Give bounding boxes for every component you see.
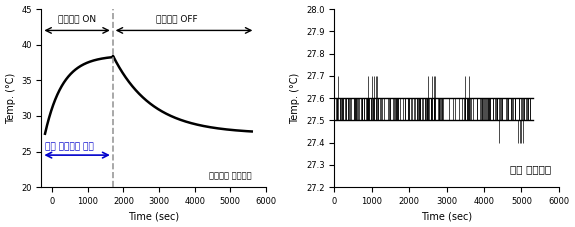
X-axis label: Time (sec): Time (sec) — [128, 211, 179, 222]
Y-axis label: Temp. (°C): Temp. (°C) — [6, 72, 16, 124]
Y-axis label: Temp. (°C): Temp. (°C) — [290, 72, 301, 124]
X-axis label: Time (sec): Time (sec) — [421, 211, 472, 222]
Text: 내부 중앙영역: 내부 중앙영역 — [510, 164, 551, 174]
Text: 인체 적용가능 온도: 인체 적용가능 온도 — [45, 143, 94, 152]
Text: 플라즈마 ON: 플라즈마 ON — [58, 14, 96, 23]
Text: 플라즈마 OFF: 플라즈마 OFF — [156, 14, 198, 23]
Text: 플라즈마 주변영역: 플라즈마 주변영역 — [209, 171, 252, 180]
